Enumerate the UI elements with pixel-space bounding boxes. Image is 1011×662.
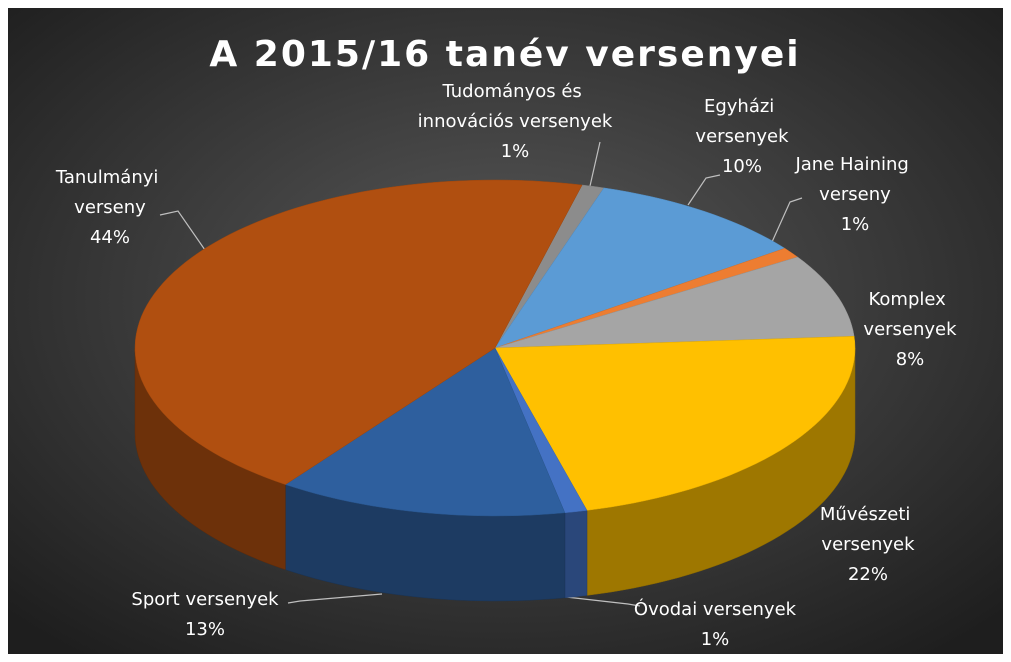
- category-label: Óvodai versenyek: [634, 598, 797, 620]
- value-label: 8%: [896, 349, 925, 370]
- leader-line: [287, 593, 383, 604]
- value-label: 1%: [501, 141, 530, 162]
- category-label: Sport versenyek: [131, 589, 279, 610]
- category-label: Tanulmányi verseny: [55, 167, 164, 218]
- slice-tops: [134, 179, 856, 517]
- value-label: 1%: [701, 629, 730, 650]
- value-label: 13%: [185, 619, 225, 640]
- leader-line: [159, 210, 206, 251]
- value-label: 10%: [722, 156, 762, 177]
- chart-title: A 2015/16 tanév versenyei: [209, 34, 800, 75]
- slice: [494, 256, 855, 349]
- slice: [134, 179, 583, 485]
- category-label: Tudományos és innovációs versenyek: [418, 81, 613, 132]
- slice: [494, 336, 856, 511]
- category-label: Művészeti versenyek: [820, 504, 916, 555]
- slice: [494, 187, 786, 349]
- leader-line: [771, 197, 803, 243]
- category-label: Komplex versenyek: [863, 289, 957, 340]
- value-label: 1%: [841, 214, 870, 235]
- value-label: 22%: [848, 564, 888, 585]
- slice-side: [564, 510, 588, 599]
- leader-line: [589, 141, 601, 187]
- leader-lines: [159, 141, 803, 607]
- leader-line: [687, 174, 721, 206]
- category-label: Jane Haining verseny: [794, 154, 914, 205]
- slice: [284, 347, 566, 517]
- value-label: 44%: [90, 227, 130, 248]
- leader-line: [565, 596, 641, 607]
- category-label: Egyházi versenyek: [695, 96, 789, 147]
